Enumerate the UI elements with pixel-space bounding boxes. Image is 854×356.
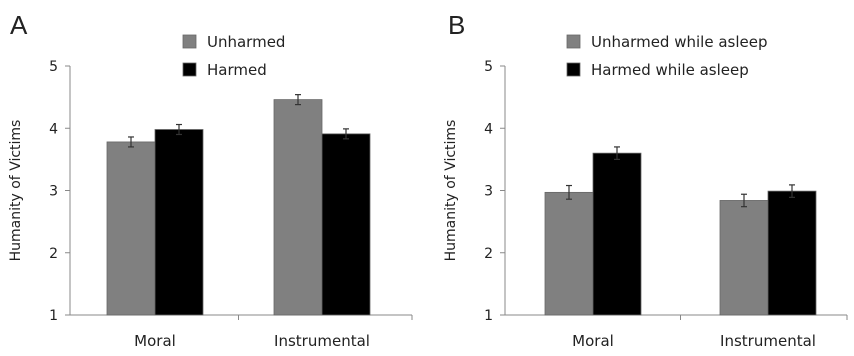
chart-b-y-tick-label: 1	[484, 308, 493, 324]
chart-b-legend-label: Unharmed while asleep	[591, 33, 767, 51]
chart-a: 1 2 3 4 5 Humanity of Victims Moral Instrumenta…	[8, 33, 413, 350]
chart-b: 1 2 3 4 5 Humanity of Victims Moral Instrumenta…	[443, 33, 848, 350]
chart-a-y-tick-label: 1	[49, 308, 58, 324]
chart-a-bar	[106, 141, 156, 316]
chart-b-bar	[767, 190, 817, 316]
chart-a-category-label: Moral	[134, 332, 176, 350]
chart-b-legend-label: Harmed while asleep	[591, 61, 749, 79]
chart-b-bar	[544, 191, 594, 316]
chart-a-bar	[154, 129, 204, 316]
panel-a: A 1 2 3 4 5 Humanity of Victims Moral Instrumen…	[8, 10, 413, 350]
chart-a-y-tick-label: 2	[49, 246, 58, 262]
chart-b-legend-swatch	[566, 62, 581, 77]
chart-b-bar	[719, 200, 769, 316]
chart-a-legend-swatch	[182, 34, 197, 49]
chart-a-legend-label: Unharmed	[207, 33, 285, 51]
chart-a-bar	[273, 99, 323, 316]
chart-b-y-tick-label: 2	[484, 246, 493, 262]
chart-b-y-tick-label: 4	[484, 121, 493, 137]
panel-b-letter: B	[448, 10, 465, 40]
panel-a-letter: A	[10, 10, 28, 40]
chart-a-y-axis-label: Humanity of Victims	[8, 120, 24, 262]
chart-a-legend-label: Harmed	[207, 61, 267, 79]
chart-b-category-label: Instrumental	[720, 332, 816, 350]
chart-b-bar	[592, 152, 642, 316]
chart-a-y-tick-label: 4	[49, 121, 58, 137]
chart-b-y-tick-label: 3	[484, 184, 493, 200]
chart-a-category-label: Instrumental	[274, 332, 370, 350]
chart-a-legend-swatch	[182, 62, 197, 77]
chart-b-y-tick-label: 5	[484, 59, 493, 75]
panel-b: B 1 2 3 4 5 Humanity of Victims Moral Instrumen…	[443, 10, 848, 350]
chart-a-bar	[321, 133, 371, 316]
chart-a-y-tick-label: 5	[49, 59, 58, 75]
chart-b-legend-swatch	[566, 34, 581, 49]
chart-a-y-tick-label: 3	[49, 184, 58, 200]
chart-b-y-axis-label: Humanity of Victims	[443, 120, 459, 262]
chart-b-category-label: Moral	[572, 332, 614, 350]
